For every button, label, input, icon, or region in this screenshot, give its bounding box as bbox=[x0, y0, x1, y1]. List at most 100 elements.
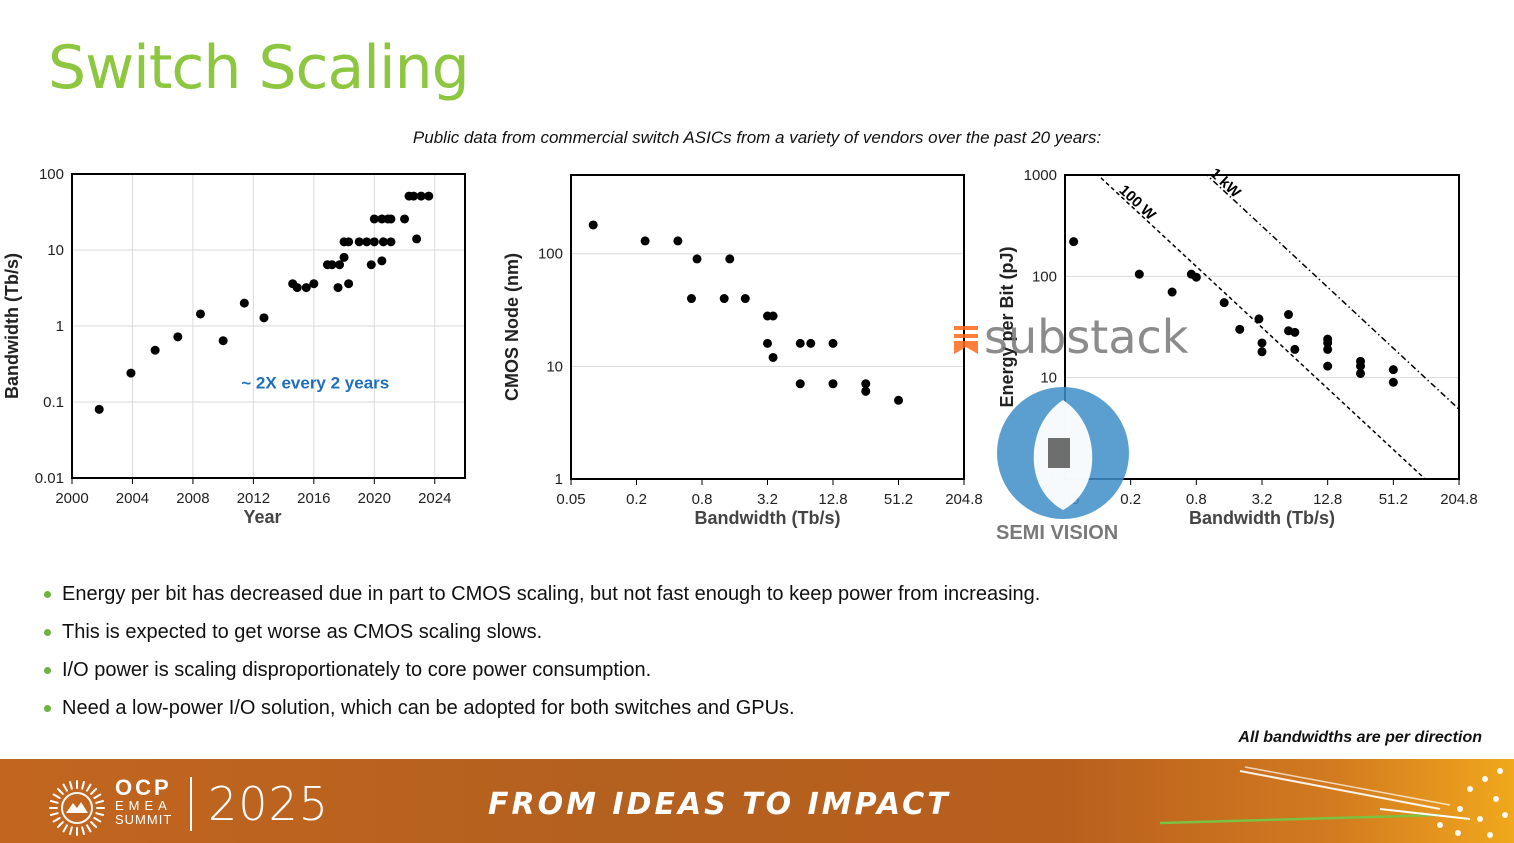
footer-year: 2025 bbox=[208, 777, 330, 831]
data-point bbox=[218, 336, 228, 346]
reference-line bbox=[1096, 175, 1427, 479]
sunburst-ray bbox=[95, 800, 105, 804]
data-point bbox=[1323, 344, 1333, 354]
data-point bbox=[416, 191, 426, 201]
data-point bbox=[292, 283, 302, 293]
substack-logo-icon bbox=[954, 326, 978, 354]
data-point bbox=[1356, 361, 1365, 371]
sunburst-ray bbox=[52, 793, 61, 799]
data-point bbox=[1069, 237, 1079, 247]
data-point bbox=[386, 237, 396, 247]
data-point bbox=[1235, 324, 1245, 334]
data-point bbox=[828, 338, 838, 348]
bullet-item: This is expected to get worse as CMOS sc… bbox=[44, 613, 1040, 651]
watermark-substack-text: substack bbox=[984, 310, 1189, 364]
y-axis-title: Energy per Bit (pJ) bbox=[997, 246, 1017, 407]
data-point bbox=[768, 311, 778, 321]
data-point bbox=[259, 313, 269, 323]
cmos-node-vs-bandwidth-chart: 1 10 100 0.05 0.2 0.8 3.2 12.8 51.2 204.8 Bandwidt… bbox=[502, 174, 983, 528]
data-point bbox=[795, 379, 805, 389]
reference-line-label: 1 kW bbox=[1207, 165, 1245, 202]
data-point bbox=[150, 345, 160, 355]
x-tick-label: 2000 bbox=[55, 490, 88, 507]
data-point bbox=[828, 379, 838, 389]
x-tick-label: 2008 bbox=[176, 490, 209, 507]
sunburst-ray bbox=[69, 826, 73, 836]
data-point bbox=[588, 220, 598, 230]
data-point bbox=[339, 252, 349, 262]
y-tick-label: 10 bbox=[47, 242, 64, 259]
y-tick-label: 1 bbox=[56, 318, 64, 335]
x-tick-label: 12.8 bbox=[818, 491, 847, 508]
data-point bbox=[1388, 377, 1398, 387]
data-point bbox=[894, 395, 903, 405]
ocp-wordmark: OCP EMEA SUMMIT bbox=[115, 777, 172, 827]
data-point bbox=[412, 234, 422, 244]
data-point bbox=[409, 191, 419, 201]
bandwidth-vs-year-chart: 0.01 0.1 1 10 100 2000 2004 2008 2012 2016 2020 202… bbox=[2, 166, 466, 527]
x-tick-label: 0.2 bbox=[626, 491, 647, 508]
y-axis-title: CMOS Node (nm) bbox=[502, 253, 522, 401]
ocp-event: SUMMIT bbox=[115, 812, 173, 827]
y-axis-title: Bandwidth (Tb/s) bbox=[2, 253, 22, 399]
x-tick-label: 3.2 bbox=[757, 491, 778, 508]
data-point bbox=[768, 352, 778, 362]
data-point bbox=[795, 338, 805, 348]
data-point bbox=[1290, 344, 1300, 354]
data-point bbox=[740, 294, 750, 304]
sunburst-ray bbox=[49, 812, 59, 816]
x-tick-label: 3.2 bbox=[1252, 491, 1273, 508]
data-point bbox=[327, 260, 337, 270]
plot-frame bbox=[71, 173, 466, 479]
data-point bbox=[378, 237, 388, 247]
sunburst-ray bbox=[52, 817, 61, 823]
data-point bbox=[362, 237, 372, 247]
data-point bbox=[344, 237, 354, 247]
footer-divider bbox=[190, 777, 192, 831]
trend-annotation: ~ 2X every 2 years bbox=[241, 374, 389, 393]
sunburst-ray bbox=[56, 821, 64, 829]
data-point bbox=[725, 254, 735, 264]
reference-lines bbox=[1096, 175, 1459, 479]
data-point bbox=[344, 279, 354, 289]
sunburst-ray bbox=[81, 826, 85, 836]
bullet-item: I/O power is scaling disproportionately … bbox=[44, 651, 1040, 689]
data-point bbox=[861, 386, 871, 396]
data-point bbox=[1257, 338, 1267, 348]
data-point bbox=[640, 236, 650, 246]
data-point bbox=[126, 368, 136, 378]
ocp-name: OCP bbox=[115, 775, 172, 800]
x-tick-label: 51.2 bbox=[1379, 491, 1408, 508]
sunburst-ray bbox=[86, 824, 92, 833]
ocp-sunburst-logo-icon bbox=[49, 780, 105, 836]
data-point bbox=[1323, 338, 1333, 348]
data-point bbox=[861, 379, 871, 389]
sunburst-ray bbox=[95, 812, 105, 816]
plot-frame bbox=[1064, 174, 1460, 480]
data-point bbox=[309, 279, 319, 289]
y-tick-label: 10 bbox=[1040, 370, 1057, 387]
x-tick-label: 0.8 bbox=[1186, 491, 1207, 508]
data-point bbox=[354, 237, 364, 247]
data-point bbox=[1254, 314, 1264, 324]
sunburst-ray bbox=[62, 824, 68, 833]
slide-subtitle: Public data from commercial switch ASICs… bbox=[412, 128, 1102, 147]
data-point bbox=[763, 338, 772, 348]
reference-line bbox=[1205, 175, 1459, 410]
sunburst-ray bbox=[81, 780, 85, 790]
slide-title: Switch Scaling bbox=[48, 33, 470, 103]
data-point bbox=[719, 294, 729, 304]
data-point bbox=[377, 256, 387, 266]
y-tick-label: 0.1 bbox=[43, 394, 64, 411]
data-point bbox=[239, 298, 249, 308]
sunburst-ray bbox=[49, 800, 59, 804]
x-tick-label: 0.2 bbox=[1120, 491, 1141, 508]
footer-tagline: FROM IDEAS TO IMPACT bbox=[488, 787, 951, 822]
data-point bbox=[673, 236, 683, 246]
plot-frame bbox=[570, 174, 965, 480]
data-point bbox=[1219, 298, 1229, 308]
y-tick-label: 100 bbox=[538, 246, 563, 263]
sunburst-ray bbox=[56, 787, 64, 795]
footnote: All bandwidths are per direction bbox=[1238, 729, 1482, 746]
data-point bbox=[94, 404, 104, 414]
